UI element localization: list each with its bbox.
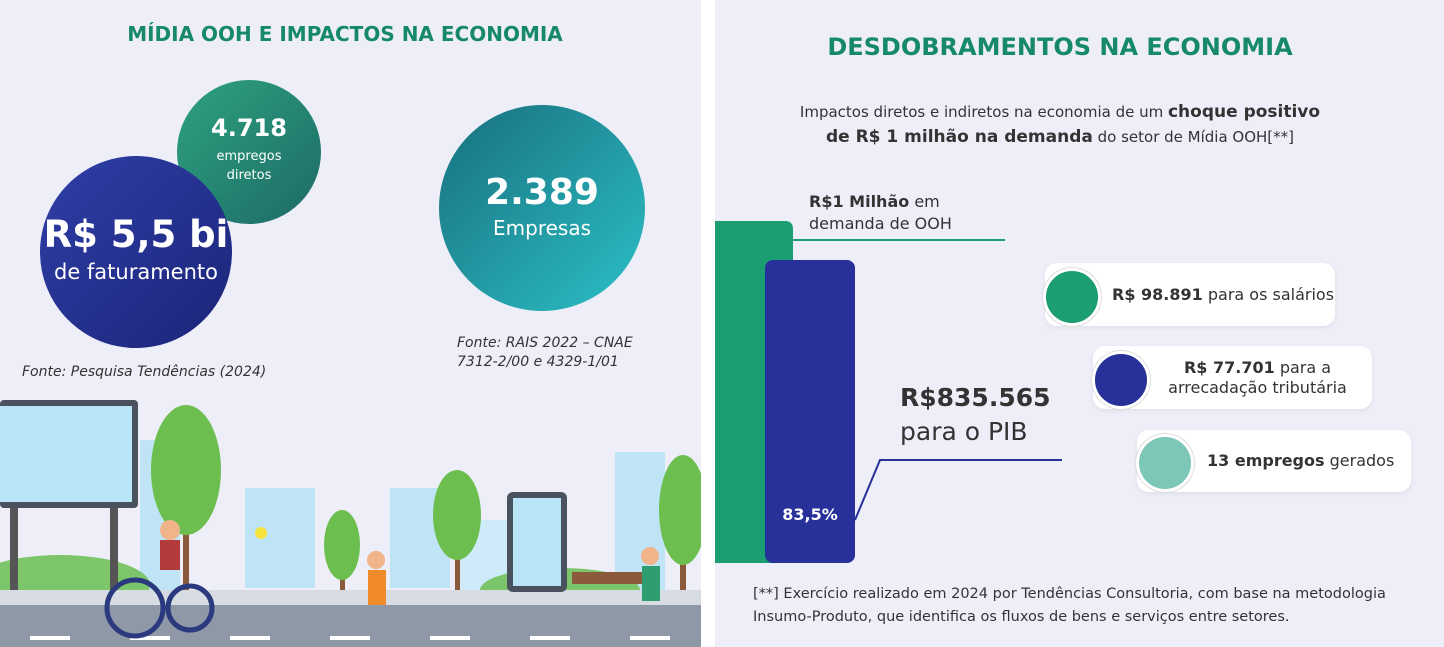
- source-left: Fonte: Pesquisa Tendências (2024): [22, 364, 267, 380]
- subtitle-outro: do setor de Mídia OOH[**]: [1097, 128, 1295, 146]
- revenue-circle: [40, 156, 232, 348]
- card-rest: para a arrecadação tributária: [1168, 358, 1347, 397]
- card-rest: para os salários: [1207, 285, 1335, 304]
- pib-value: R$835.565: [900, 383, 1051, 412]
- card-icon: [1136, 434, 1194, 492]
- jobs-label: empregos diretos: [216, 149, 282, 183]
- card-bold: R$ 98.891: [1112, 285, 1203, 304]
- left-graphics: [0, 80, 701, 647]
- companies-circle: [439, 105, 645, 311]
- revenue-value: R$ 5,5 bi: [43, 213, 229, 256]
- city-illustration: [0, 400, 701, 647]
- footnote: [**] Exercício realizado em 2024 por Ten…: [753, 586, 1386, 625]
- card-rest: gerados: [1329, 451, 1395, 470]
- companies-value: 2.389: [485, 172, 599, 213]
- source-right: Fonte: RAIS 2022 – CNAE 7312-2/00 e 4329…: [457, 335, 633, 370]
- card-icon: [1043, 268, 1101, 326]
- revenue-label: de faturamento: [53, 260, 218, 284]
- card-bold: R$ 77.701: [1183, 358, 1275, 377]
- left-title: MÍDIA OOH E IMPACTOS NA ECONOMIA: [127, 22, 563, 46]
- card-text: R$ 77.701 para a arrecadação tributária: [1160, 358, 1355, 398]
- card-text: 13 empregos gerados: [1207, 451, 1394, 471]
- share-label: 83,5%: [782, 505, 838, 524]
- demand-rest: em demanda de OOH: [809, 192, 952, 233]
- pib-bar: [765, 260, 855, 563]
- card-bold: 13 empregos: [1207, 451, 1325, 470]
- demand-label: R$1 Milhão em demanda de OOH: [809, 191, 989, 235]
- demand-bold: R$1 Milhão: [809, 192, 910, 211]
- companies-label: Empresas: [493, 216, 591, 240]
- pib-label: para o PIB: [900, 417, 1028, 446]
- subtitle-bold2: de R$ 1 milhão na demanda: [825, 127, 1093, 147]
- jobs-circle: [177, 80, 321, 224]
- card-text: R$ 98.891 para os salários: [1112, 285, 1334, 305]
- subtitle-intro: Impactos diretos e indiretos na economia…: [799, 103, 1164, 121]
- subtitle-bold1: choque positivo: [1167, 102, 1321, 122]
- right-graphics: [715, 221, 1062, 563]
- left-panel: MÍDIA OOH E IMPACTOS NA ECONOMIA 4.718 e…: [0, 0, 701, 647]
- jobs-value: 4.718: [211, 114, 287, 142]
- pib-line: [854, 459, 1062, 521]
- right-title: DESDOBRAMENTOS NA ECONOMIA: [827, 33, 1293, 61]
- subtitle: Impactos diretos e indiretos na economia…: [755, 100, 1365, 150]
- right-panel: DESDOBRAMENTOS NA ECONOMIA Impactos dire…: [715, 0, 1444, 647]
- card-icon: [1092, 351, 1150, 409]
